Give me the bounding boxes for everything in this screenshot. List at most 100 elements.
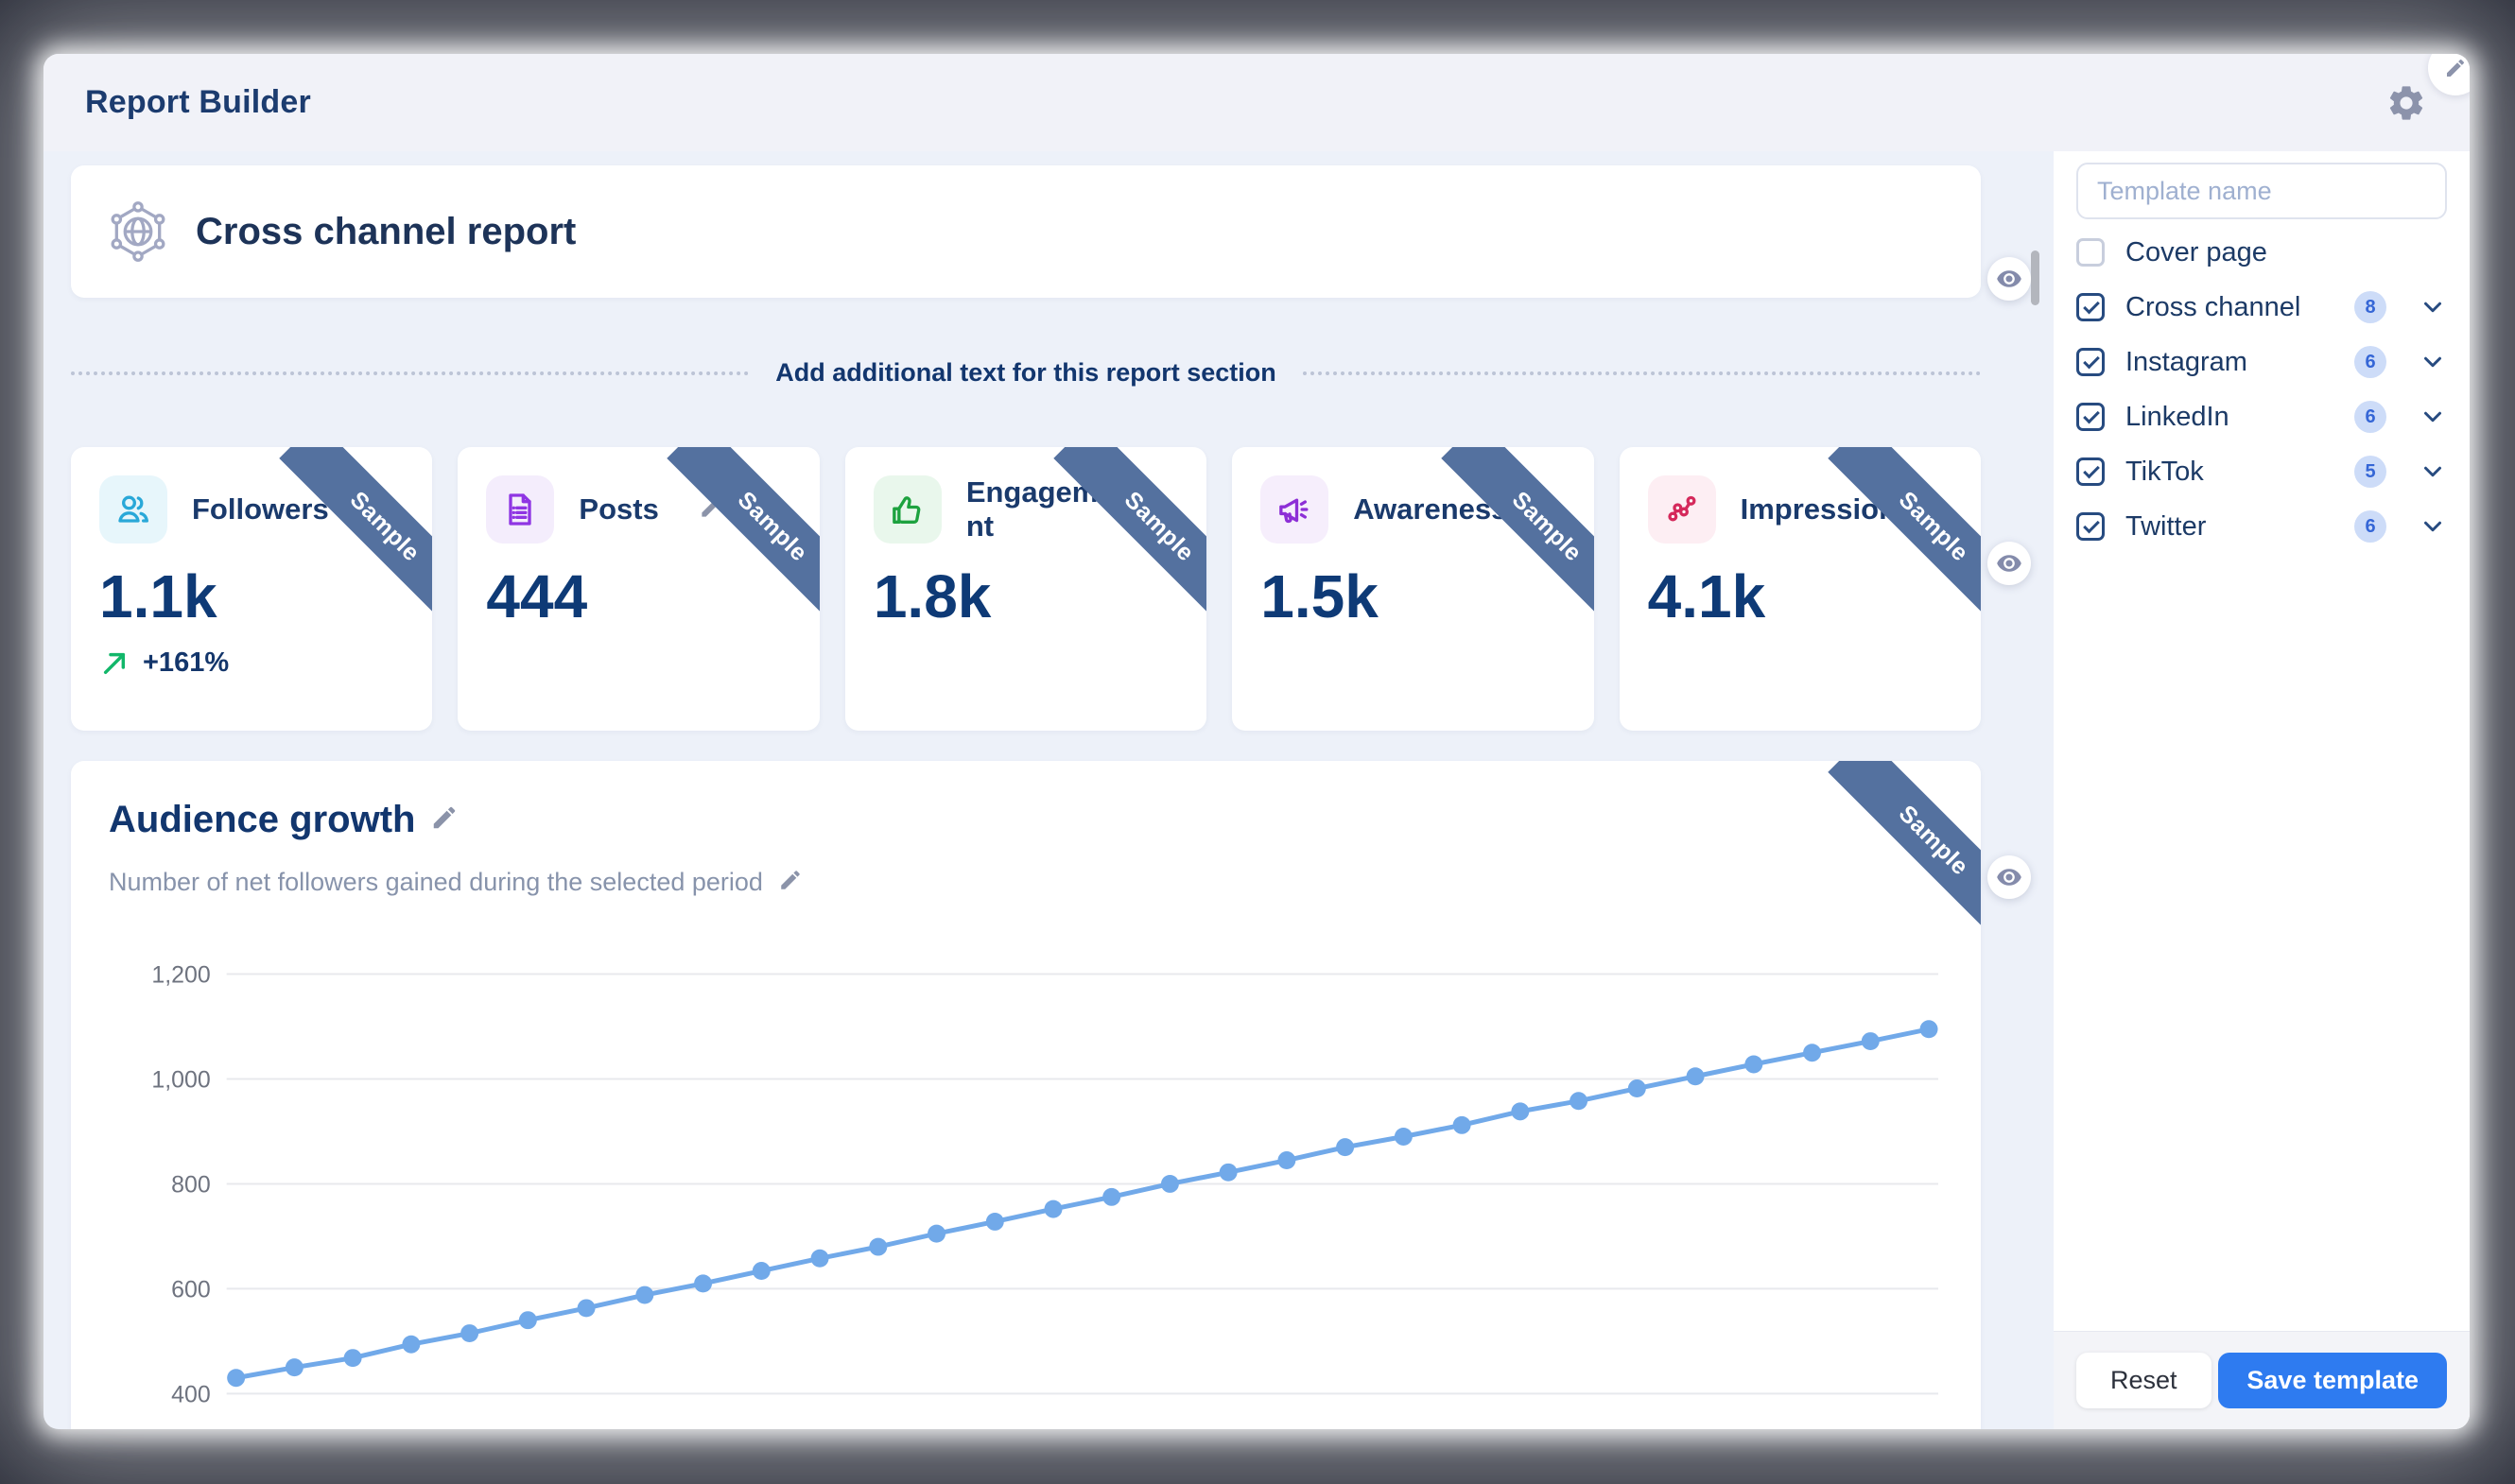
sample-ribbon: Sample <box>1440 447 1594 617</box>
count-badge: 6 <box>2354 346 2386 378</box>
page-title: Report Builder <box>85 84 311 120</box>
metric-value: 1.8k <box>873 562 992 630</box>
checkbox[interactable] <box>2076 403 2105 431</box>
report-canvas: Cross channel report Add additional text… <box>43 151 2054 1429</box>
icon-tile <box>99 475 167 544</box>
metric-value: 1.5k <box>1260 562 1379 630</box>
chevron-down-icon[interactable] <box>2419 293 2447 321</box>
reset-button[interactable]: Reset <box>2076 1353 2211 1408</box>
sample-ribbon-corner: Sample <box>1811 447 1982 617</box>
sample-ribbon: Sample <box>1828 761 1981 931</box>
metric-card-engagement: Engagement 1.8k Sample <box>844 447 1207 731</box>
template-sidebar: Cover page Cross channel 8 Instagram 6 <box>2054 151 2470 1429</box>
sidebar-item-cross-channel[interactable]: Cross channel 8 <box>2076 286 2447 328</box>
edit-pencil-icon[interactable] <box>430 803 459 837</box>
chevron-down-icon[interactable] <box>2419 457 2447 486</box>
toggle-visibility-report-header[interactable] <box>1987 257 2031 301</box>
section-list: Cover page Cross channel 8 Instagram 6 <box>2076 232 2447 561</box>
metric-card-impressions: Impressions 4.1k Sample <box>1619 447 1982 731</box>
sidebar-item-tiktok[interactable]: TikTok 5 <box>2076 451 2447 492</box>
report-title: Cross channel report <box>196 210 577 252</box>
metric-value: 444 <box>486 562 588 630</box>
checkbox[interactable] <box>2076 457 2105 486</box>
main-scrollbar[interactable] <box>2031 250 2039 305</box>
report-header-card: Cross channel report <box>71 165 1981 298</box>
checkbox[interactable] <box>2076 293 2105 321</box>
audience-growth-card: Audience growth Number of net followers … <box>71 761 1981 1429</box>
trend-up-arrow-icon <box>103 652 126 674</box>
scatter-path-icon <box>1667 495 1696 522</box>
checkbox[interactable] <box>2076 348 2105 376</box>
sample-ribbon-corner: Sample <box>262 447 433 617</box>
sidebar-item-label: Instagram <box>2125 346 2247 377</box>
count-badge: 8 <box>2354 291 2386 323</box>
app-header: Report Builder <box>43 54 2470 151</box>
megaphone-icon <box>1279 498 1309 524</box>
sidebar-item-label: Cross channel <box>2125 291 2301 322</box>
metric-value: 1.1k <box>99 562 217 630</box>
svg-text:800: 800 <box>171 1171 211 1198</box>
chevron-down-icon[interactable] <box>2419 512 2447 541</box>
dotted-line <box>71 371 750 375</box>
eye-icon <box>1997 555 2021 572</box>
metric-title: Followers <box>192 492 329 526</box>
count-badge: 5 <box>2354 456 2386 488</box>
toggle-visibility-metrics[interactable] <box>1987 542 2031 585</box>
sample-ribbon-corner: Sample <box>1424 447 1594 617</box>
checkbox[interactable] <box>2076 238 2105 267</box>
metric-title: Posts <box>579 492 659 526</box>
metric-card-followers: Followers 1.1k +161% Sample <box>71 447 433 731</box>
svg-text:1,000: 1,000 <box>151 1066 210 1093</box>
thumbs-up-icon <box>892 496 921 524</box>
sample-ribbon-corner: Sample <box>1811 761 1981 931</box>
dotted-line <box>1302 371 1982 375</box>
document-icon <box>509 493 532 526</box>
section-divider: Add additional text for this report sect… <box>71 358 1982 388</box>
audience-growth-chart: 1,200 1,000 800 600 400 <box>151 962 1939 1407</box>
users-icon <box>118 495 148 523</box>
icon-tile <box>873 475 942 544</box>
settings-button[interactable] <box>2385 81 2428 125</box>
count-badge: 6 <box>2354 401 2386 433</box>
svg-text:1,200: 1,200 <box>151 962 210 989</box>
svg-text:600: 600 <box>171 1276 211 1303</box>
edit-pencil-icon[interactable] <box>699 494 724 525</box>
sample-ribbon: Sample <box>279 447 433 617</box>
metric-card-awareness: Awareness 1.5k Sample <box>1232 447 1594 731</box>
count-badge: 6 <box>2354 510 2386 543</box>
sidebar-item-linkedin[interactable]: LinkedIn 6 <box>2076 396 2447 438</box>
metric-delta: +161% <box>99 647 404 679</box>
edit-pencil-icon <box>2447 59 2465 77</box>
sidebar-item-label: LinkedIn <box>2125 401 2229 432</box>
eye-icon <box>1997 270 2021 287</box>
chart-title: Audience growth <box>109 799 416 840</box>
sidebar-item-cover-page[interactable]: Cover page <box>2076 232 2447 273</box>
chevron-down-icon[interactable] <box>2419 348 2447 376</box>
sample-ribbon: Sample <box>1828 447 1982 617</box>
save-template-button[interactable]: Save template <box>2218 1353 2447 1408</box>
template-name-input[interactable] <box>2076 163 2447 219</box>
sidebar-item-label: Cover page <box>2125 236 2267 267</box>
icon-tile <box>1260 475 1329 544</box>
icon-tile <box>1647 475 1716 544</box>
metric-card-posts: Posts 444 Sample <box>458 447 820 731</box>
chevron-down-icon[interactable] <box>2419 403 2447 431</box>
icon-tile <box>486 475 555 544</box>
svg-text:400: 400 <box>171 1381 211 1407</box>
sample-ribbon: Sample <box>667 447 820 617</box>
network-globe-icon <box>111 201 165 262</box>
sample-ribbon-corner: Sample <box>1036 447 1207 617</box>
edit-pencil-icon[interactable] <box>778 868 803 897</box>
metrics-row: Followers 1.1k +161% Sample <box>71 447 1982 731</box>
sidebar-item-twitter[interactable]: Twitter 6 <box>2076 506 2447 547</box>
eye-icon <box>1997 869 2021 886</box>
sidebar-footer: Reset Save template <box>2054 1331 2470 1429</box>
sidebar-item-label: Twitter <box>2125 510 2207 542</box>
add-text-label[interactable]: Add additional text for this report sect… <box>775 358 1276 387</box>
sidebar-item-instagram[interactable]: Instagram 6 <box>2076 341 2447 383</box>
sample-ribbon-corner: Sample <box>650 447 820 617</box>
toggle-visibility-audience-growth[interactable] <box>1987 855 2031 899</box>
metric-value: 4.1k <box>1647 562 1766 630</box>
gear-icon <box>2389 85 2423 120</box>
checkbox[interactable] <box>2076 512 2105 541</box>
